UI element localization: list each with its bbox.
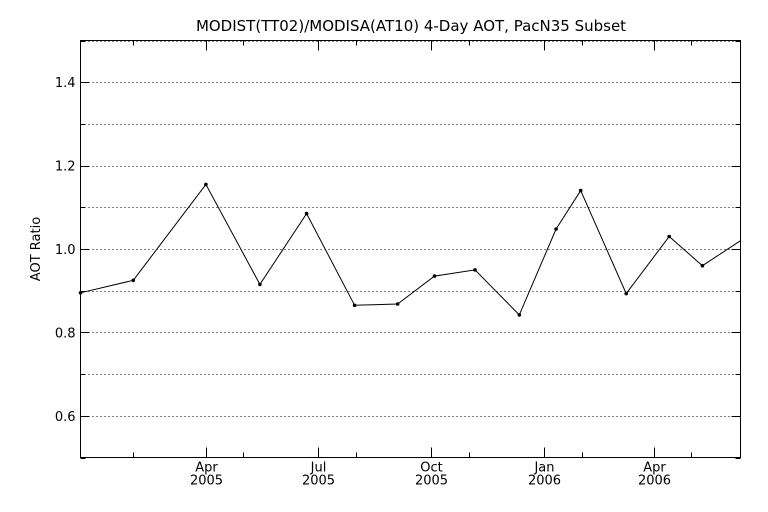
y-tick-label: 1.4 [55,76,76,91]
data-point [432,274,437,278]
x-tick-label-month: Oct [420,461,442,476]
data-point [624,291,628,296]
x-tick-label-month: Apr [195,461,218,476]
series-line [80,183,741,316]
data-point [304,211,309,216]
x-tick-label-month: Apr [643,461,666,476]
y-tick-label: 0.8 [55,326,76,341]
tick-labels: 0.60.81.01.21.4Apr2005Jul2005Oct2005Jan2… [55,76,671,488]
x-tick-label-year: 2006 [638,474,671,489]
x-tick-label-month: Jul [310,461,327,476]
series-aot-ratio [78,182,741,317]
data-point [517,313,522,317]
data-point [352,303,357,308]
data-point [578,188,583,193]
data-point [78,291,83,295]
y-tick-label: 1.2 [55,160,76,175]
data-point [131,278,136,283]
x-tick-label-year: 2005 [190,474,223,489]
chart-title: MODIST(TT02)/MODISA(AT10) 4-Day AOT, Pac… [196,17,626,35]
x-tick-label-year: 2005 [302,474,335,489]
data-point [258,282,262,287]
data-point [204,182,208,187]
data-point [667,234,671,239]
grid-lines [80,41,741,417]
data-point [700,263,705,268]
x-tick-label-year: 2005 [415,474,448,489]
plot-frame [80,40,741,458]
data-point [473,268,477,272]
y-tick-label: 0.6 [55,410,76,425]
y-tick-label: 1.0 [55,243,76,258]
x-tick-label-year: 2006 [528,474,561,489]
axis-ticks [80,40,741,459]
x-tick-label-month: Jan [533,461,554,476]
data-point [554,227,558,231]
data-point [395,302,400,306]
y-axis-label: AOT Ratio [29,217,44,281]
